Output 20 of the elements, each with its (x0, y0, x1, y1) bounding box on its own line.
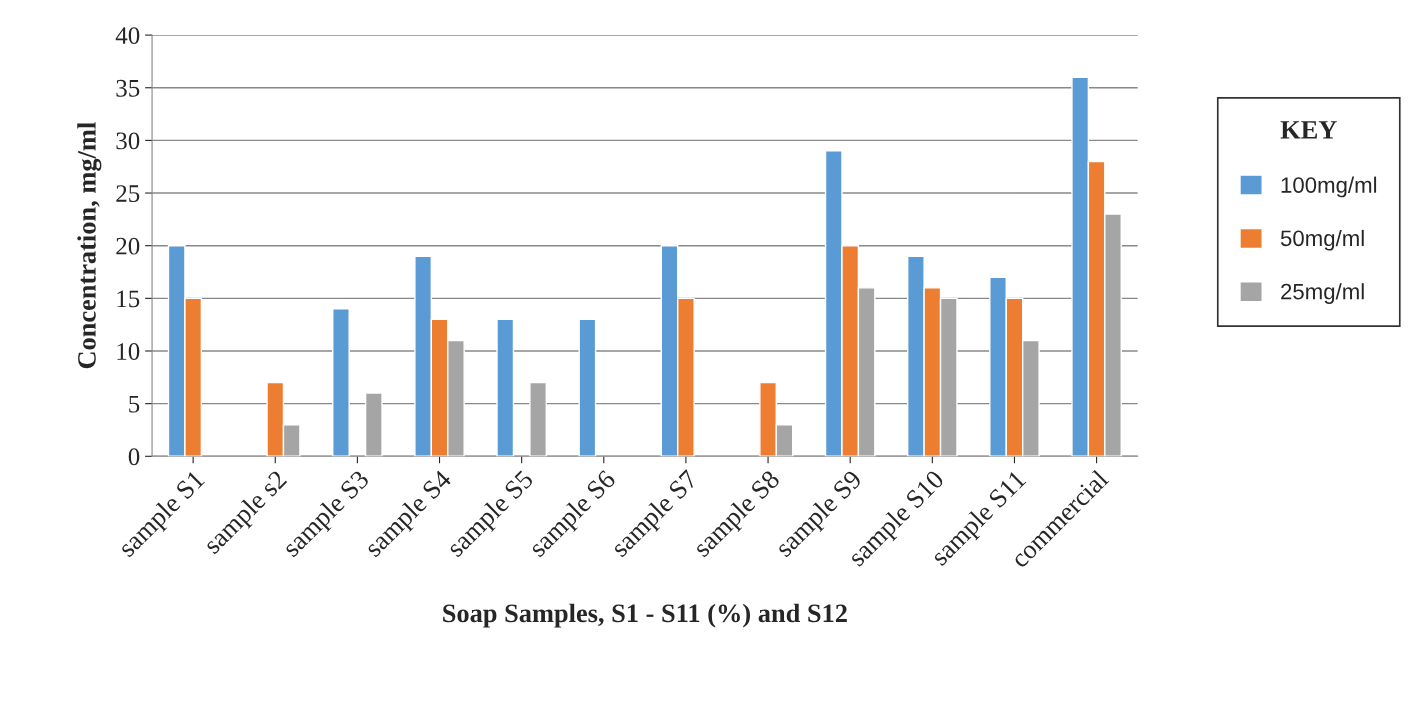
y-tick-label: 20 (116, 237, 140, 255)
y-tick-label: 5 (129, 395, 140, 413)
legend-title: KEY (1280, 121, 1337, 139)
y-tick-label: 30 (116, 132, 140, 150)
bar (496, 318, 515, 457)
bar (578, 318, 597, 457)
bar (364, 392, 383, 457)
x-axis-title: Soap Samples, S1 - S11 (%) and S12 (443, 603, 847, 628)
y-tick-label: 15 (117, 290, 140, 308)
y-tick-label: 25 (116, 185, 140, 202)
y-tick-label: 10 (117, 343, 140, 360)
y-tick-label: 40 (115, 27, 140, 45)
legend-label: 25mg/ml (1281, 283, 1364, 304)
y-tick-label: 35 (116, 79, 140, 97)
bar (529, 381, 547, 457)
legend-label: 100mg/ml (1281, 176, 1377, 198)
y-axis-title: Concentration, mg/ml (77, 122, 102, 369)
bar (332, 308, 350, 457)
y-tick-label: 0 (128, 448, 140, 466)
legend-label: 50mg/ml (1280, 229, 1364, 251)
